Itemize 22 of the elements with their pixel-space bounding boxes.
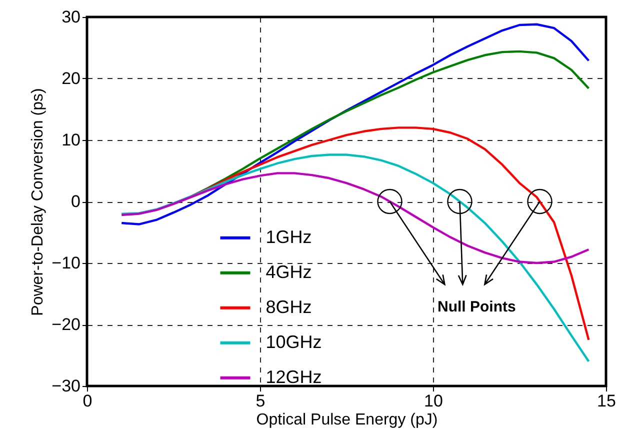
annotation: Null Points [438,298,516,316]
legend-label: 1GHz [266,226,312,247]
x-tick-label: 15 [597,392,616,410]
y-tick-label: −20 [52,315,80,334]
legend-label: 8GHz [266,296,312,317]
x-tick-label: 5 [256,392,266,410]
legend-label: 4GHz [266,262,312,282]
y-tick-label: 10 [62,130,80,150]
x-tick-label: 10 [424,392,443,410]
x-tick-label: 0 [82,392,92,410]
line-series [120,154,590,362]
y-tick-label: −30 [52,376,80,396]
legend-label: 10GHz [266,332,322,352]
x-axis-title: Optical Pulse Energy (pJ) [256,412,438,428]
y-tick-label: 0 [71,192,80,211]
y-tick-label: −10 [52,254,80,272]
y-tick-label: 20 [62,69,80,88]
legend-label: 12GHz [266,366,322,387]
y-tick-label: 30 [62,8,80,26]
y-axis-title: Power-to-Delay Conversion (ps) [30,88,47,316]
line-series [120,23,590,226]
line-series [120,172,590,264]
